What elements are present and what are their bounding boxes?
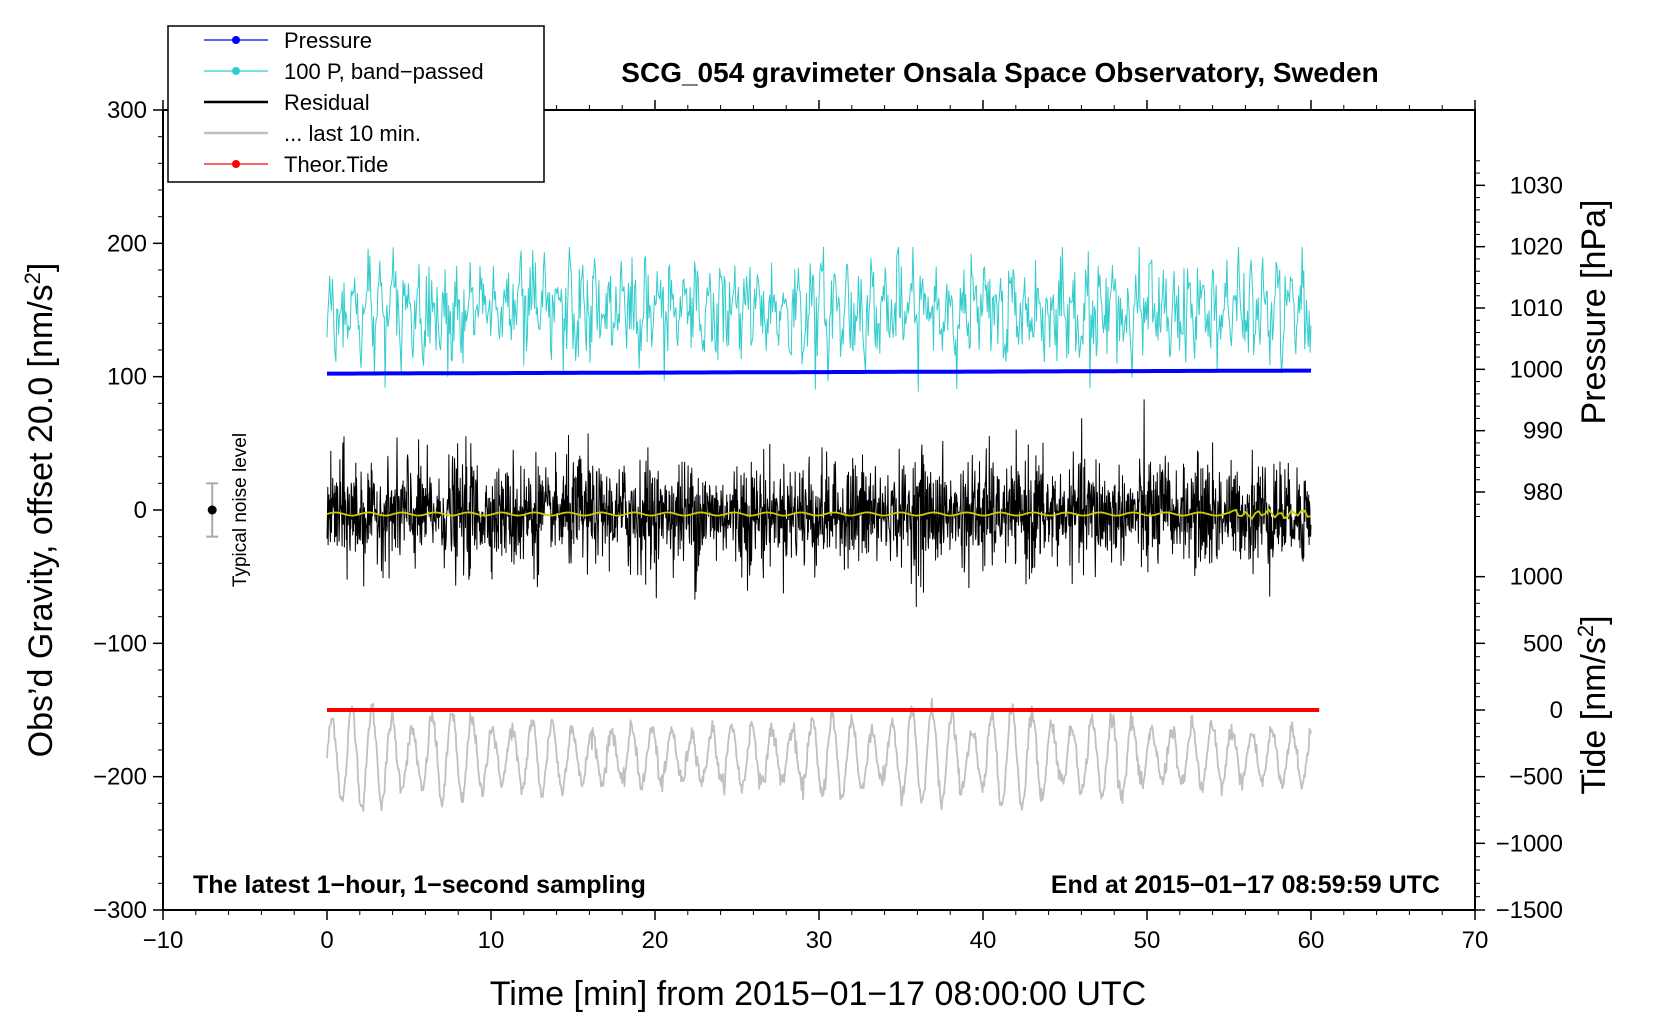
noise-level-label: Typical noise level [230, 433, 251, 587]
tide-tick-label: −500 [1509, 764, 1563, 791]
legend-label: 100 P, band−passed [284, 59, 484, 84]
series-100p-band-passed [326, 246, 1312, 392]
pressure-tick-label: 980 [1523, 479, 1563, 506]
band-passed-line [326, 246, 1312, 392]
tide-tick-label: −1000 [1496, 830, 1563, 857]
x-tick-label: 60 [1298, 927, 1325, 954]
pressure-tick-label: 1030 [1510, 172, 1563, 199]
y-left-tick-label: 200 [107, 230, 147, 257]
legend-label: Theor.Tide [284, 152, 388, 177]
x-tick-label: 0 [320, 927, 333, 954]
axes: −10 0 10 20 30 40 50 60 703002001000−100−200−300… [93, 97, 1563, 954]
pressure-line [327, 368, 1311, 376]
noise-dot [207, 505, 217, 515]
annotation-sampling: The latest 1−hour, 1−second sampling [193, 871, 646, 899]
tide-tick-label: 0 [1550, 697, 1563, 724]
residual-smoothed-line [326, 508, 1312, 520]
x-tick-label: −10 [143, 927, 184, 954]
noise-level-indicator [206, 482, 219, 538]
legend-label: ... last 10 min. [284, 121, 421, 146]
x-axis-title: Time [min] from 2015−01−17 08:00:00 UTC [490, 975, 1146, 1013]
y-left-tick-label: −100 [93, 630, 147, 657]
legend-swatch-marker [232, 67, 240, 75]
chart-title: SCG_054 gravimeter Onsala Space Observat… [621, 57, 1378, 88]
x-tick-label: 30 [806, 927, 833, 954]
series-residual-smoothed [326, 508, 1312, 520]
y-axis-tide-title: Tide [nm/s2] [1573, 615, 1613, 794]
x-tick-label: 70 [1462, 927, 1489, 954]
series-last-10-min [326, 697, 1312, 812]
x-tick-label: 50 [1134, 927, 1161, 954]
pressure-tick-label: 1000 [1510, 356, 1563, 383]
x-tick-label: 10 [478, 927, 505, 954]
pressure-tick-label: 990 [1523, 418, 1563, 445]
x-tick-label: 20 [642, 927, 669, 954]
last-10-min-line [326, 697, 1312, 812]
pressure-tick-label: 1020 [1510, 234, 1563, 261]
legend-swatch-marker [232, 36, 240, 44]
y-left-tick-label: 300 [107, 97, 147, 124]
residual-line [326, 399, 1312, 608]
legend-swatch-marker [232, 160, 240, 168]
y-axis-left-title: Obs’d Gravity, offset 20.0 [nm/s2] [20, 263, 60, 758]
y-axis-tide-title-end: ] [1575, 615, 1613, 624]
legend-box [167, 25, 545, 183]
tide-tick-label: 500 [1523, 630, 1563, 657]
y-axis-left-title-sup: 2 [20, 272, 45, 284]
y-axis-tide-title-sup: 2 [1573, 625, 1598, 637]
y-axis-left-title-end: ] [22, 263, 60, 272]
series-residual [326, 399, 1312, 608]
tide-tick-label: −1500 [1496, 897, 1563, 924]
y-left-tick-label: −300 [93, 897, 147, 924]
legend-label: Pressure [284, 28, 372, 53]
y-left-tick-label: 100 [107, 364, 147, 391]
y-axis-left-title-main: Obs’d Gravity, offset 20.0 [nm/s [22, 284, 60, 757]
legend: Pressure 100 P, band−passed Residual ... la… [167, 25, 545, 183]
tide-tick-label: 1000 [1510, 564, 1563, 591]
y-left-tick-label: 0 [134, 497, 147, 524]
legend-label: Residual [284, 90, 370, 115]
x-tick-label: 40 [970, 927, 997, 954]
y-axis-pressure-title: Pressure [hPa] [1575, 200, 1613, 425]
pressure-tick-label: 1010 [1510, 295, 1563, 322]
annotation-end-time: End at 2015−01−17 08:59:59 UTC [1051, 871, 1440, 899]
y-axis-tide-title-main: Tide [nm/s [1575, 637, 1613, 794]
series-pressure [327, 368, 1311, 376]
y-left-tick-label: −200 [93, 764, 147, 791]
